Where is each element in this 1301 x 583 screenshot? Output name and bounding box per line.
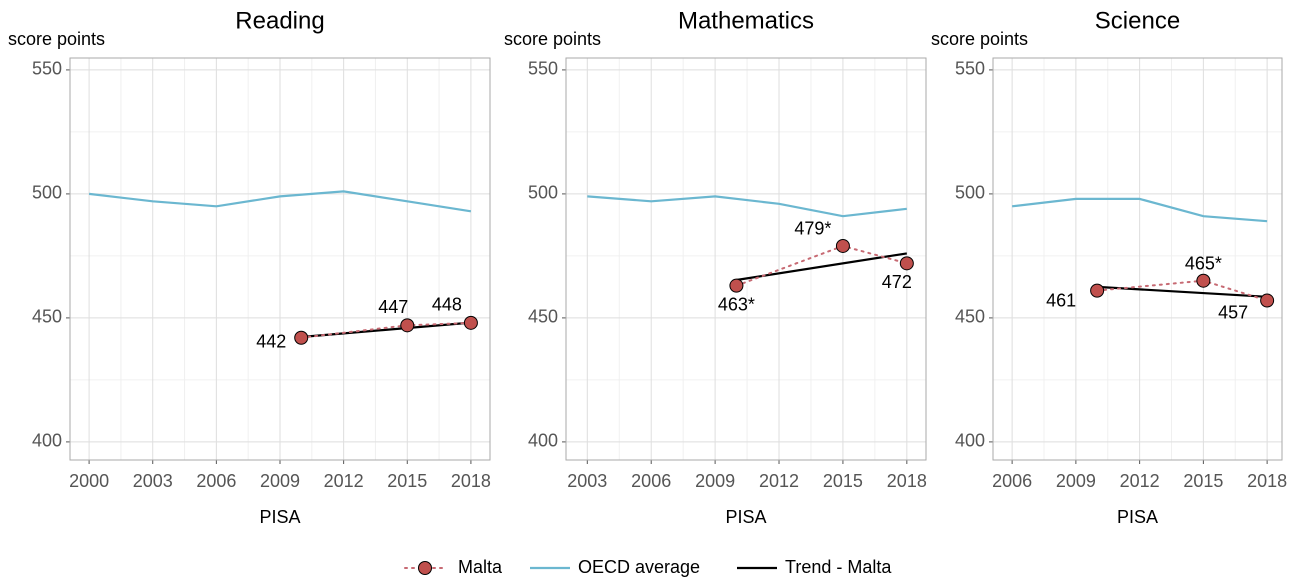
- y-tick-label: 400: [32, 431, 62, 451]
- x-tick-label: 2012: [759, 471, 799, 491]
- marker: [463, 315, 478, 330]
- y-tick-label: 550: [955, 59, 985, 79]
- y-tick-label: 500: [528, 183, 558, 203]
- marker: [835, 238, 850, 253]
- y-tick-label: 450: [528, 307, 558, 327]
- x-tick-label: 2018: [451, 471, 491, 491]
- x-axis-label: PISA: [1117, 507, 1158, 527]
- marker: [899, 256, 914, 271]
- y-axis-label: score points: [931, 29, 1028, 49]
- x-axis-label: PISA: [725, 507, 766, 527]
- data-label: 447: [378, 297, 408, 317]
- y-axis-label: score points: [504, 29, 601, 49]
- legend-label: Trend - Malta: [785, 557, 892, 577]
- x-tick-label: 2000: [69, 471, 109, 491]
- x-tick-label: 2006: [196, 471, 236, 491]
- chart-title: Mathematics: [678, 7, 814, 34]
- y-tick-label: 450: [32, 307, 62, 327]
- x-tick-label: 2018: [887, 471, 927, 491]
- x-tick-label: 2015: [823, 471, 863, 491]
- y-tick-label: 400: [955, 431, 985, 451]
- x-tick-label: 2009: [1056, 471, 1096, 491]
- y-tick-label: 500: [32, 183, 62, 203]
- x-tick-label: 2009: [260, 471, 300, 491]
- chart-title: Science: [1095, 7, 1180, 34]
- legend-label: OECD average: [578, 557, 700, 577]
- data-label: 463*: [718, 294, 755, 314]
- y-tick-label: 550: [32, 59, 62, 79]
- x-tick-label: 2006: [631, 471, 671, 491]
- panel-border: [69, 57, 491, 461]
- oecd-line: [88, 190, 472, 213]
- x-tick-label: 2012: [324, 471, 364, 491]
- data-label: 465*: [1185, 253, 1222, 273]
- marker: [1196, 273, 1211, 288]
- y-tick-label: 450: [955, 307, 985, 327]
- marker: [1090, 283, 1105, 298]
- oecd-line: [587, 195, 907, 218]
- data-label: 461: [1046, 290, 1076, 310]
- data-label: 442: [256, 331, 286, 351]
- legend-symbol: [418, 561, 432, 575]
- x-axis-label: PISA: [259, 507, 300, 527]
- data-label: 457: [1218, 302, 1248, 322]
- malta-line: [1096, 279, 1269, 302]
- x-tick-label: 2015: [1183, 471, 1223, 491]
- y-tick-label: 500: [955, 183, 985, 203]
- y-tick-label: 550: [528, 59, 558, 79]
- marker: [400, 318, 415, 333]
- x-tick-label: 2015: [387, 471, 427, 491]
- x-tick-label: 2012: [1120, 471, 1160, 491]
- chart-title: Reading: [235, 7, 324, 34]
- y-axis-label: score points: [8, 29, 105, 49]
- x-tick-label: 2003: [567, 471, 607, 491]
- panel-border: [992, 57, 1283, 461]
- marker: [294, 330, 309, 345]
- x-tick-label: 2018: [1247, 471, 1287, 491]
- panel-border: [565, 57, 927, 461]
- x-tick-label: 2006: [992, 471, 1032, 491]
- x-tick-label: 2009: [695, 471, 735, 491]
- marker: [729, 278, 744, 293]
- data-label: 479*: [794, 219, 831, 239]
- oecd-line: [1011, 197, 1268, 223]
- x-tick-label: 2003: [133, 471, 173, 491]
- legend-label: Malta: [458, 557, 503, 577]
- data-label: 448: [432, 295, 462, 315]
- y-tick-label: 400: [528, 431, 558, 451]
- marker: [1260, 293, 1275, 308]
- data-label: 472: [882, 272, 912, 292]
- trend-line: [301, 321, 471, 339]
